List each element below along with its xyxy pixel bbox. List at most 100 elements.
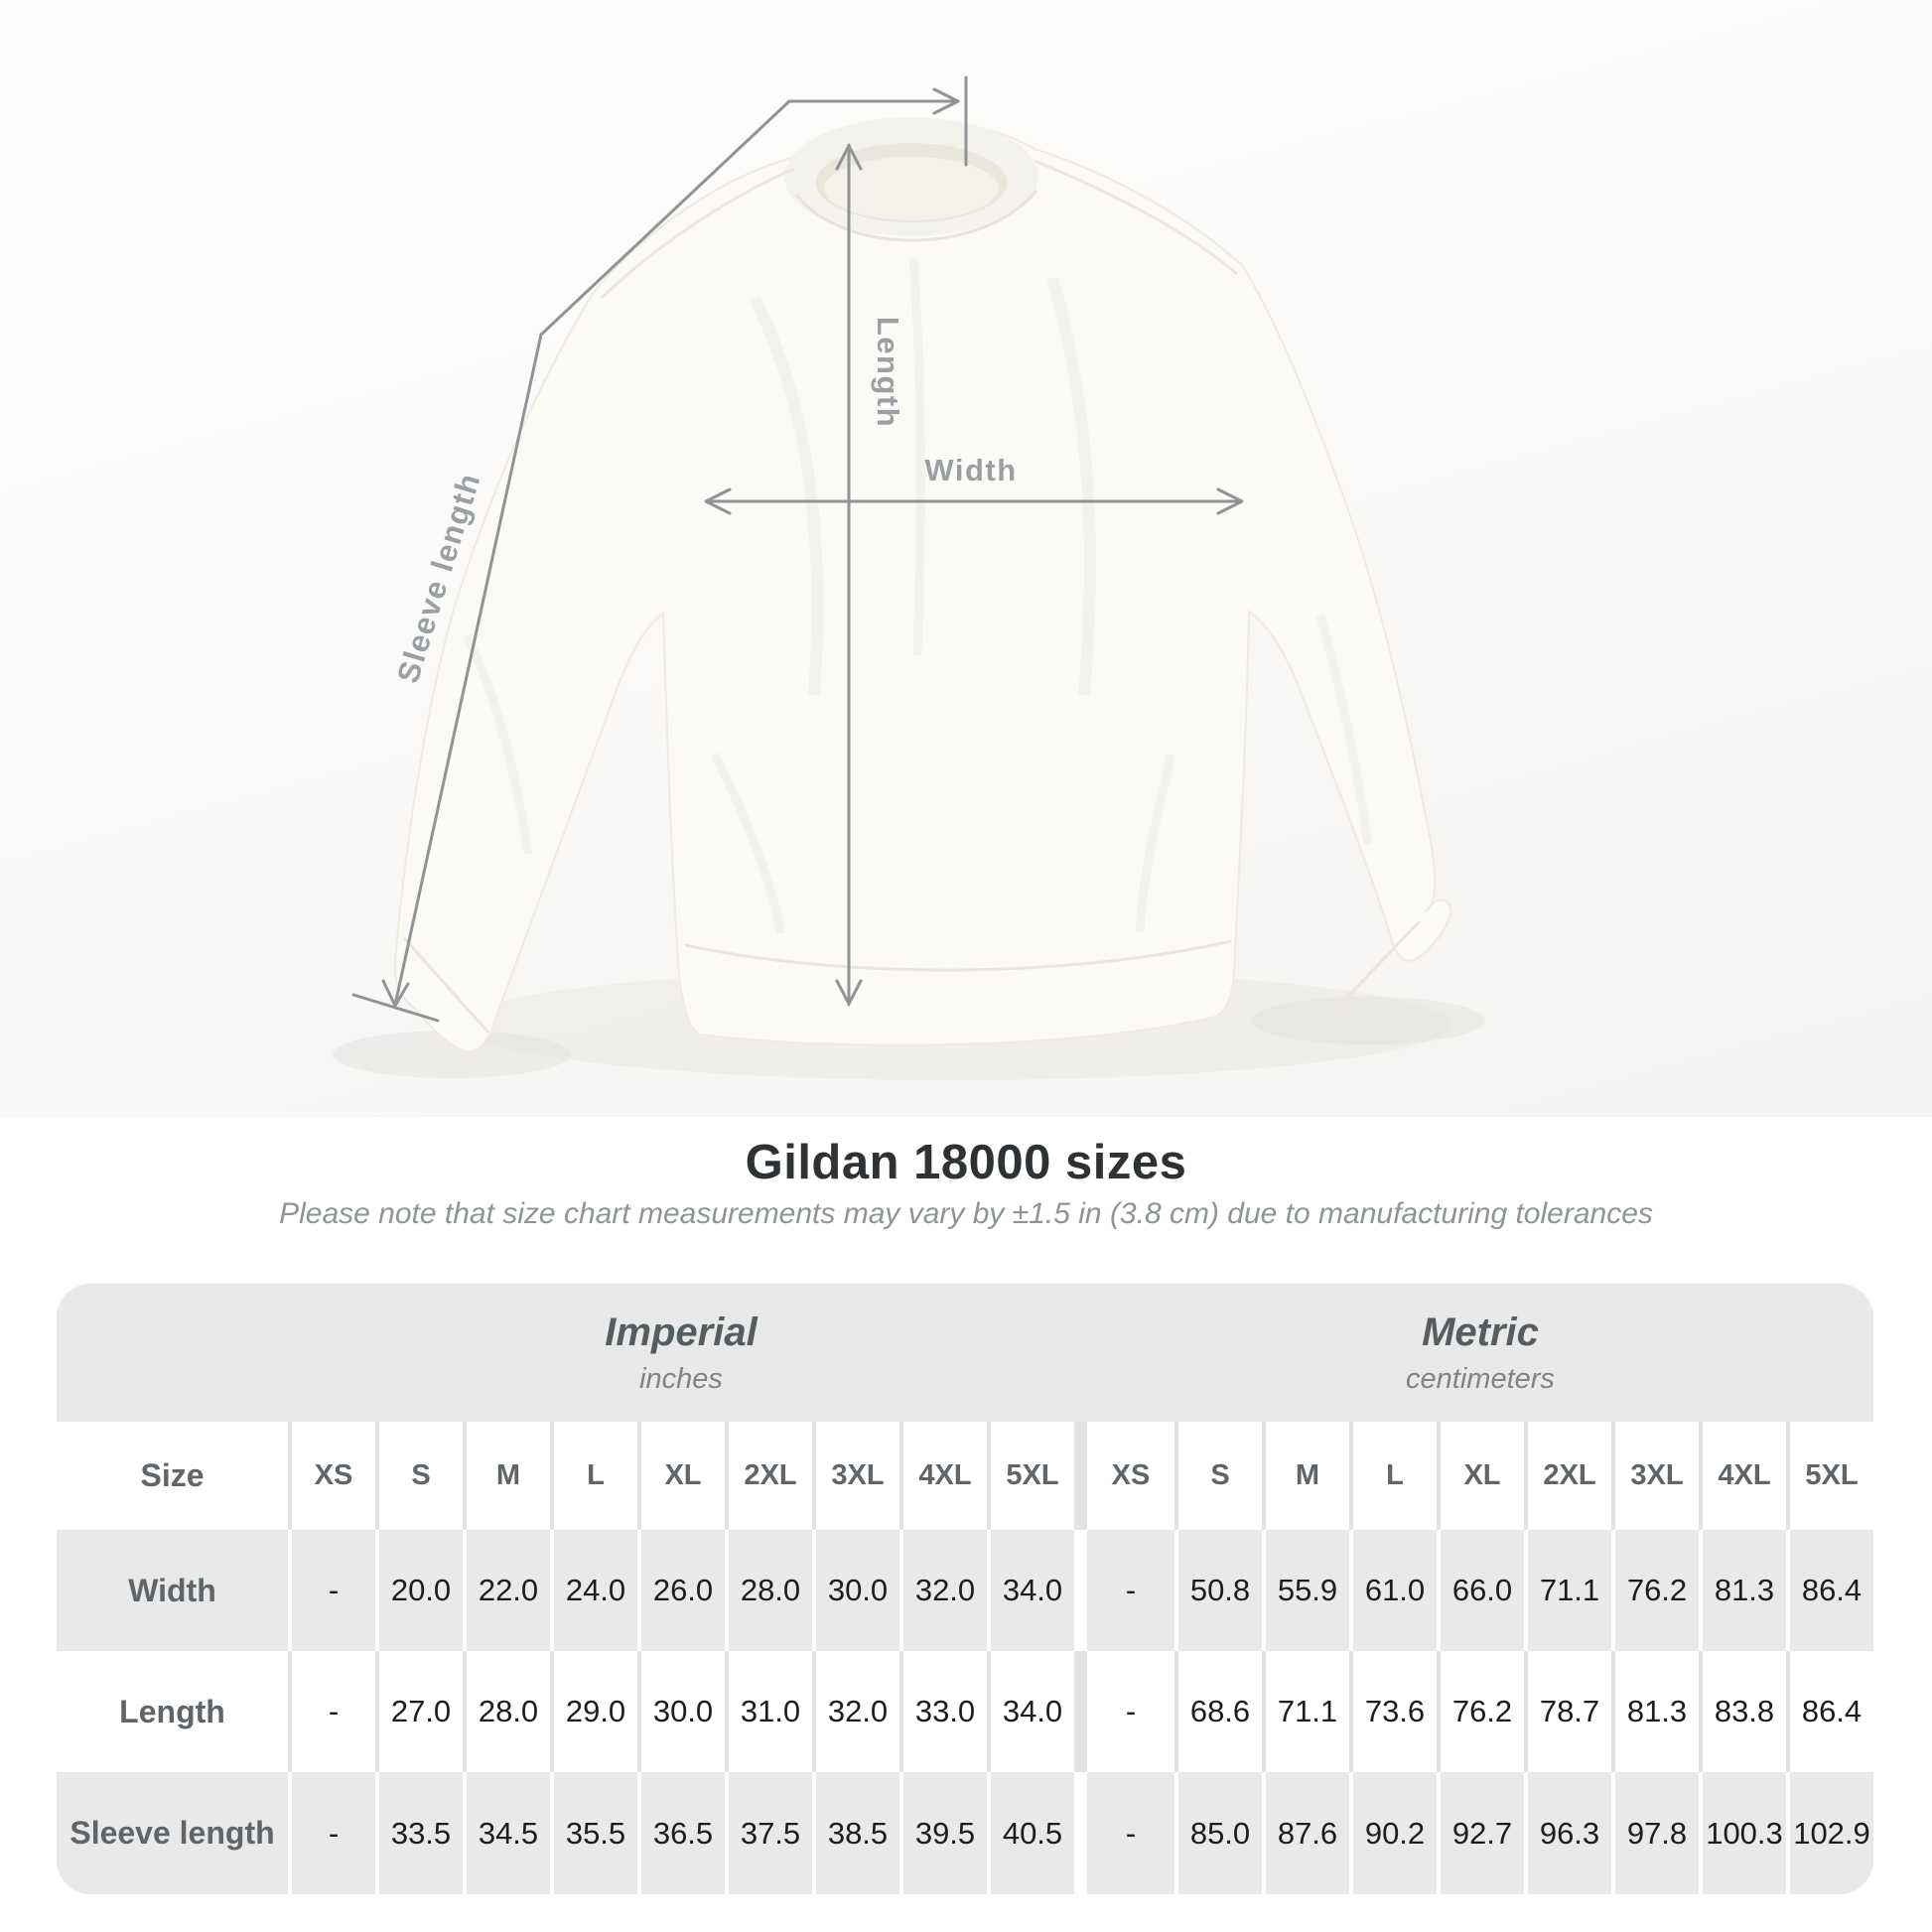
sleeve-imperial-cell: 36.5 (637, 1772, 725, 1894)
length-metric-cell: - (1087, 1651, 1174, 1772)
length-label: Length (871, 317, 905, 428)
row-label: Length (119, 1693, 225, 1729)
size-col-header-metric: 2XL (1524, 1422, 1611, 1530)
size-col-header-imperial: XL (637, 1422, 725, 1530)
collar-seam (794, 190, 1038, 242)
sleeve-metric-cell: 102.9 (1786, 1772, 1873, 1894)
collar-inner (824, 157, 999, 220)
width-imperial-cell: 28.0 (725, 1530, 812, 1651)
size-col-header-imperial: M (463, 1422, 550, 1530)
size-col-header-imperial: 2XL (725, 1422, 812, 1530)
size-col-header-imperial: L (550, 1422, 637, 1530)
sleeve-metric-cell: 90.2 (1349, 1772, 1437, 1894)
size-col-header-metric: M (1262, 1422, 1349, 1530)
row-label: Sleeve length (57, 1772, 288, 1894)
size-col-header-metric: S (1174, 1422, 1262, 1530)
width-label: Width (924, 453, 1017, 487)
width-metric-cell: 86.4 (1786, 1530, 1873, 1651)
unit-band: Imperial inches Metric centimeters (57, 1284, 1873, 1422)
row-width: Width - 20.0 22.0 24.0 26.0 28.0 30.0 32… (57, 1530, 1873, 1651)
length-imperial-cell: 28.0 (463, 1651, 550, 1772)
width-metric-cell: 66.0 (1437, 1530, 1524, 1651)
imperial-units: inches (639, 1362, 723, 1395)
sleeve-imperial-cell: 35.5 (550, 1772, 637, 1894)
unit-divider (1074, 1772, 1087, 1894)
metric-label: Metric (1422, 1310, 1539, 1354)
cuff-shadow-right (1251, 997, 1485, 1044)
size-col-header-imperial: 3XL (812, 1422, 899, 1530)
length-metric-cell: 68.6 (1174, 1651, 1262, 1772)
imperial-label: Imperial (605, 1310, 758, 1354)
sleeve-metric-cell: 97.8 (1611, 1772, 1699, 1894)
metric-units: centimeters (1406, 1362, 1555, 1395)
width-imperial-cell: 24.0 (550, 1530, 637, 1651)
sleeve-metric-cell: 85.0 (1174, 1772, 1262, 1894)
size-table: Imperial inches Metric centimeters Size … (57, 1284, 1873, 1894)
length-imperial-cell: 27.0 (375, 1651, 463, 1772)
sleeve-metric-cell: 96.3 (1524, 1772, 1611, 1894)
sleeve-imperial-cell: - (288, 1772, 375, 1894)
length-imperial-cell: 32.0 (812, 1651, 899, 1772)
sleeve-metric-cell: 87.6 (1262, 1772, 1349, 1894)
length-measure-line (835, 143, 863, 1007)
size-col-header-metric: 3XL (1611, 1422, 1699, 1530)
sleeve-metric-cell: - (1087, 1772, 1174, 1894)
hem-seam (684, 939, 1232, 972)
sleeve-imperial-cell: 40.5 (987, 1772, 1074, 1894)
width-metric-cell: 55.9 (1262, 1530, 1349, 1651)
width-metric-cell: 61.0 (1349, 1530, 1437, 1651)
sleeve-metric-cell: 92.7 (1437, 1772, 1524, 1894)
length-metric-cell: 78.7 (1524, 1651, 1611, 1772)
width-imperial-cell: 22.0 (463, 1530, 550, 1651)
length-metric-cell: 86.4 (1786, 1651, 1873, 1772)
width-metric-cell: 76.2 (1611, 1530, 1699, 1651)
fabric-folds (462, 257, 1373, 934)
size-header-row: Size XS S M L XL 2XL 3XL 4XL 5XL XS S M … (57, 1422, 1873, 1530)
length-metric-cell: 71.1 (1262, 1651, 1349, 1772)
width-imperial-cell: 30.0 (812, 1530, 899, 1651)
width-imperial-cell: 32.0 (899, 1530, 987, 1651)
sleeve-imperial-cell: 33.5 (375, 1772, 463, 1894)
length-metric-cell: 76.2 (1437, 1651, 1524, 1772)
width-metric-cell: - (1087, 1530, 1174, 1651)
row-sleeve-length: Sleeve length - 33.5 34.5 35.5 36.5 37.5… (57, 1772, 1873, 1894)
cuff-seam-right (1330, 919, 1422, 1015)
width-metric-cell: 50.8 (1174, 1530, 1262, 1651)
size-col-header-imperial: 4XL (899, 1422, 987, 1530)
length-imperial-cell: 33.0 (899, 1651, 987, 1772)
width-metric-cell: 81.3 (1699, 1530, 1786, 1651)
width-metric-cell: 71.1 (1524, 1530, 1611, 1651)
product-photo: Length Width Sleeve length (0, 0, 1932, 1117)
unit-divider (1074, 1530, 1087, 1651)
row-label: Width (57, 1530, 288, 1651)
metric-group-header: Metric centimeters (1087, 1284, 1873, 1422)
length-imperial-cell: 30.0 (637, 1651, 725, 1772)
size-header-label: Size (140, 1457, 205, 1493)
row-length: Length - 27.0 28.0 29.0 30.0 31.0 32.0 3… (57, 1651, 1873, 1772)
width-measure-line (704, 487, 1244, 515)
sleeve-measure-line (351, 75, 968, 1023)
shoulder-seam-right (1034, 159, 1238, 276)
imperial-group-header: Imperial inches (288, 1284, 1074, 1422)
cuff-shadow-left (333, 1031, 571, 1078)
shoulder-seam-left (600, 167, 795, 300)
tolerance-note: Please note that size chart measurements… (279, 1197, 1653, 1230)
width-imperial-cell: 26.0 (637, 1530, 725, 1651)
length-imperial-cell: 31.0 (725, 1651, 812, 1772)
unit-divider (1074, 1422, 1087, 1530)
size-col-header-metric: XL (1437, 1422, 1524, 1530)
sleeve-imperial-cell: 34.5 (463, 1772, 550, 1894)
width-imperial-cell: 20.0 (375, 1530, 463, 1651)
size-col-header-imperial: XS (288, 1422, 375, 1530)
length-metric-cell: 73.6 (1349, 1651, 1437, 1772)
size-col-header-imperial: S (375, 1422, 463, 1530)
unit-divider (1074, 1651, 1087, 1772)
size-col-header-metric: XS (1111, 1459, 1151, 1491)
size-col-header-metric: 4XL (1699, 1422, 1786, 1530)
length-imperial-cell: - (288, 1651, 375, 1772)
size-col-header-metric: L (1349, 1422, 1437, 1530)
size-col-header-imperial: 5XL (987, 1422, 1074, 1530)
measurement-annotations (351, 75, 1244, 1023)
length-imperial-cell: 29.0 (550, 1651, 637, 1772)
